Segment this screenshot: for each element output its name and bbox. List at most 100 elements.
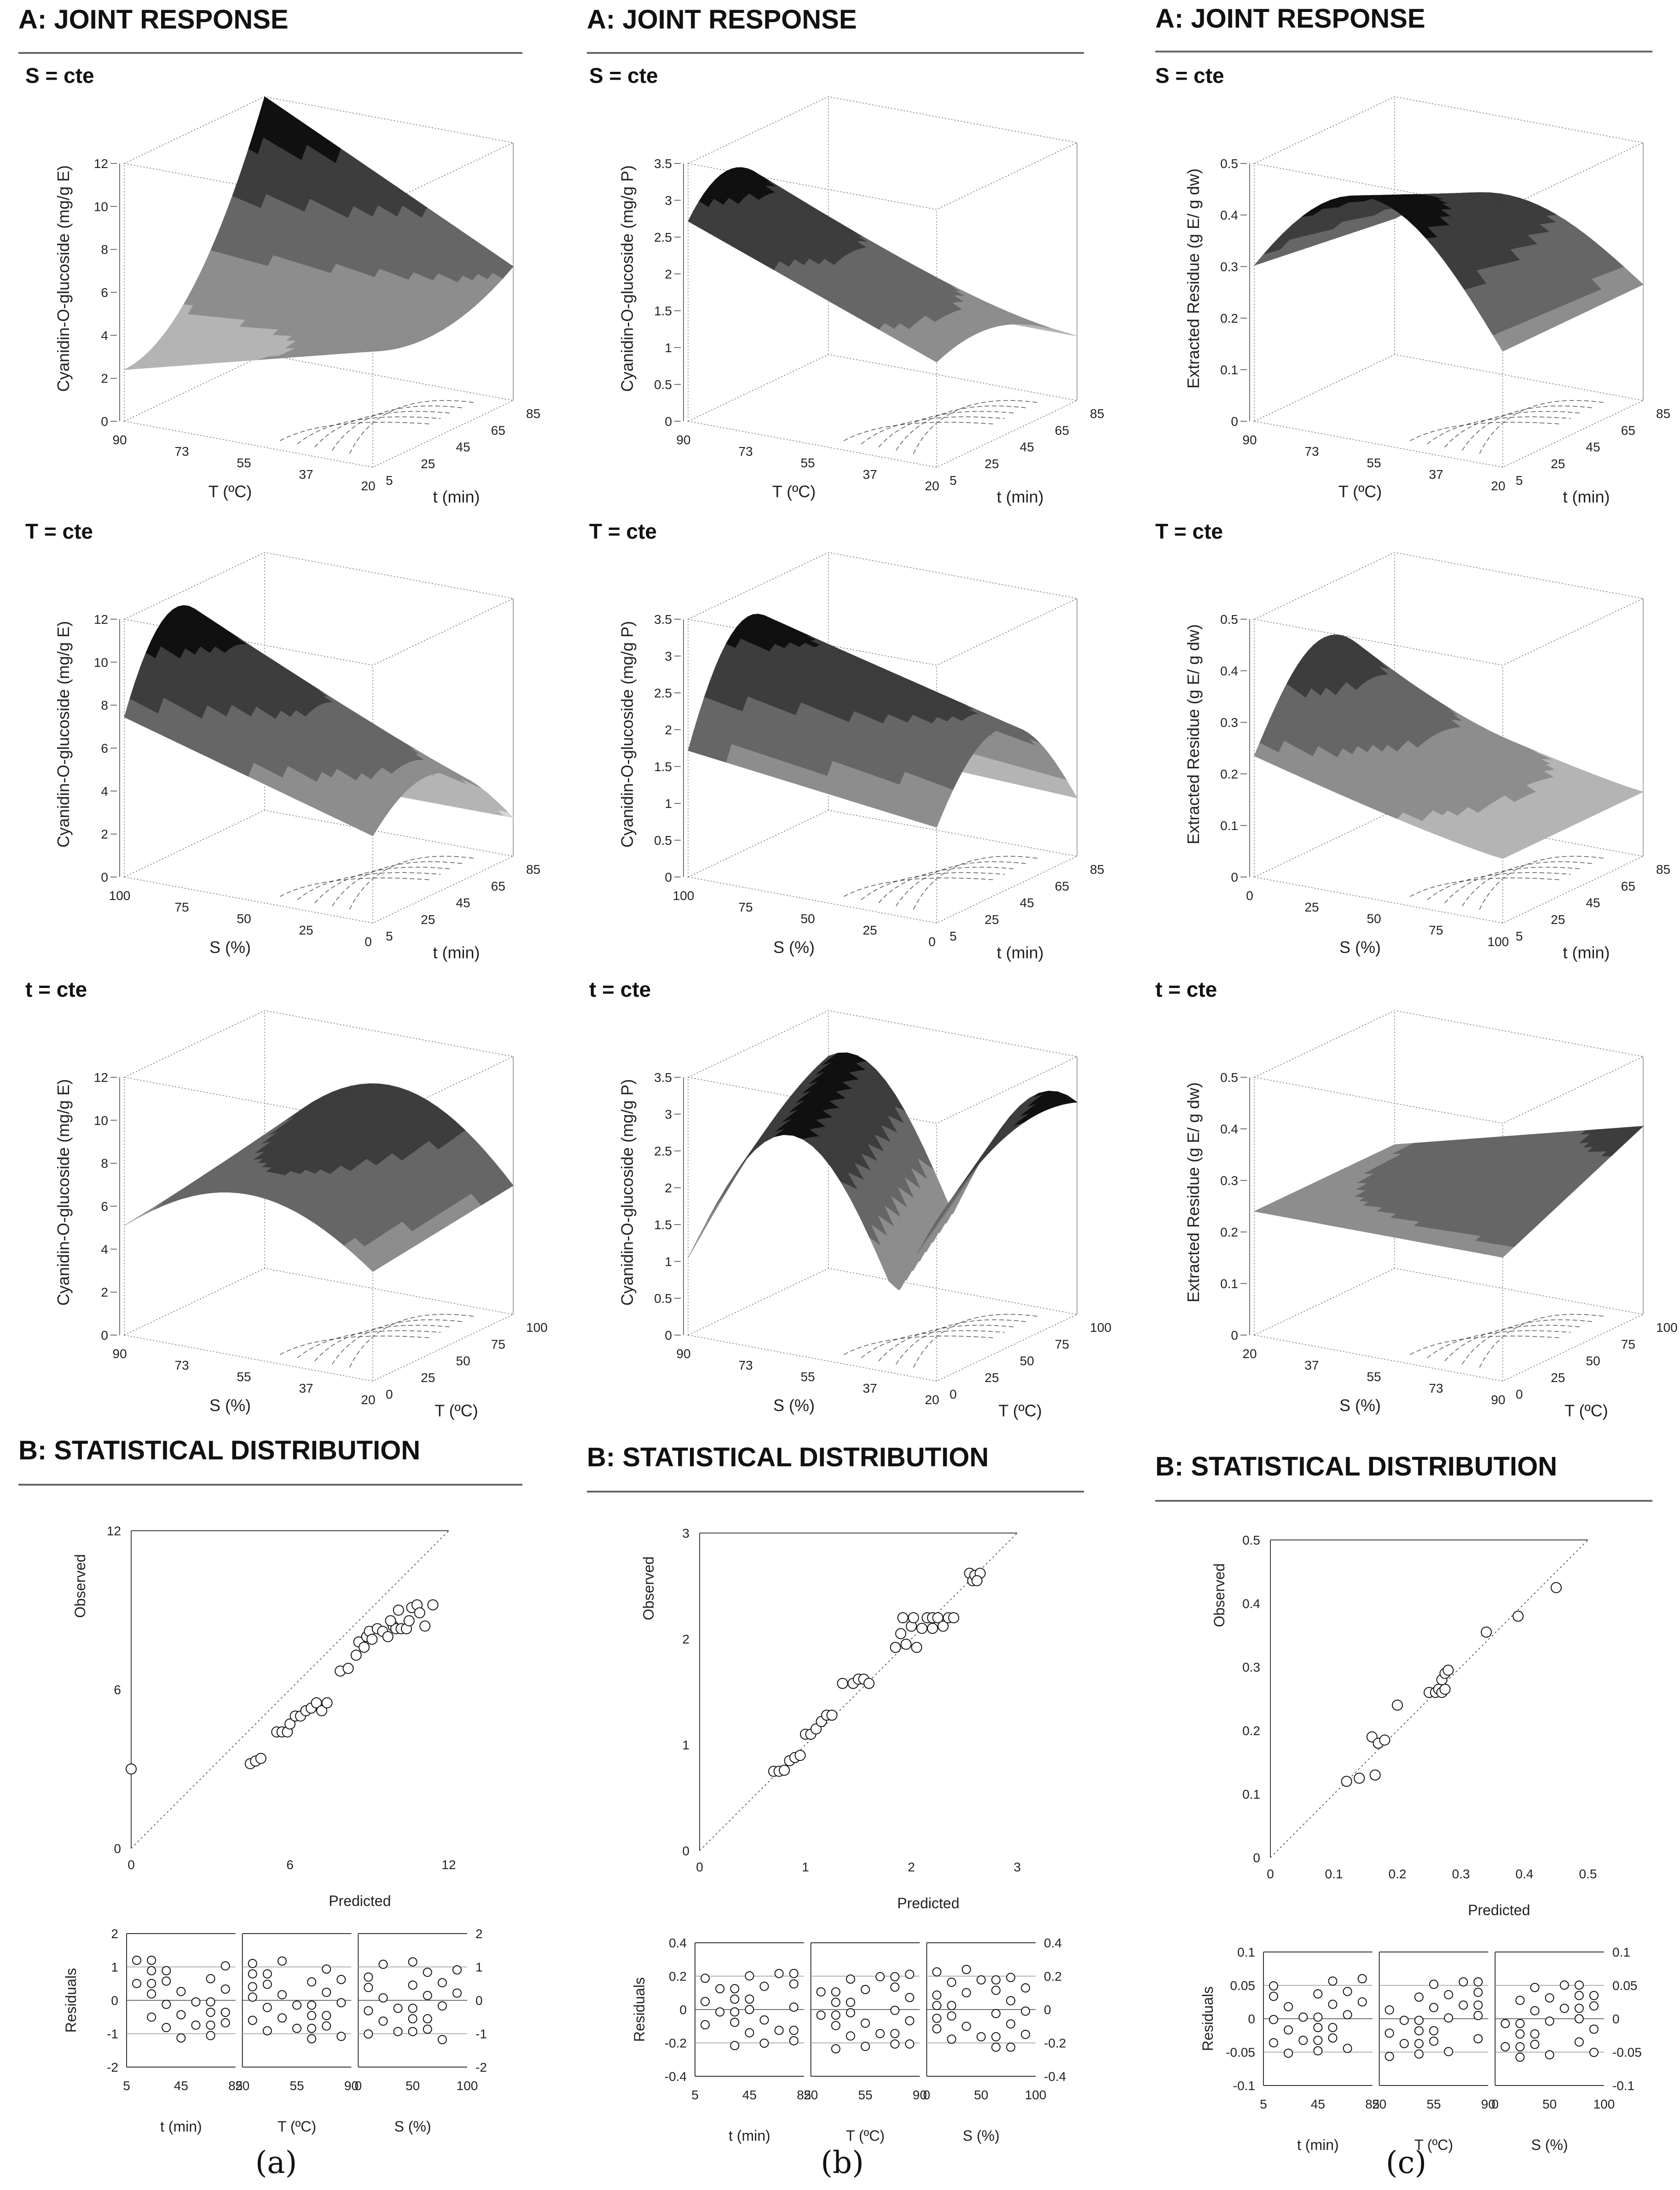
- y-tick-label: 65: [1055, 423, 1069, 437]
- x-tick-label: 55: [237, 456, 251, 470]
- floor-contour: [349, 400, 475, 454]
- y-axis-label: t (min): [997, 488, 1044, 506]
- z-tick-label: 0.3: [1220, 260, 1238, 274]
- surface-4: [688, 614, 1078, 828]
- floor-contour: [896, 1319, 1027, 1365]
- y-tick-label: 25: [421, 912, 435, 927]
- z-tick-label: 8: [101, 1156, 108, 1171]
- section-a-title: A: JOINT RESPONSE: [18, 5, 289, 35]
- z-tick-label: 2: [101, 1285, 108, 1300]
- box-floor: [123, 1268, 515, 1382]
- floor-contour: [349, 856, 475, 910]
- z-tick-label: 6: [101, 1199, 108, 1214]
- surface-patch: [363, 351, 378, 353]
- x-tick-label: 20: [361, 479, 375, 493]
- x-tick-label: 55: [800, 1370, 815, 1384]
- z-tick-label: 0.5: [654, 833, 672, 848]
- x-tick-label: 37: [863, 1381, 877, 1395]
- y-tick-label: 100: [1090, 1320, 1112, 1335]
- y-tick-label: 25: [985, 912, 999, 927]
- x-tick-label: 37: [299, 467, 313, 482]
- y-tick-label: 5: [950, 473, 957, 488]
- z-tick-label: 0: [101, 414, 108, 429]
- floor-contour: [861, 872, 1005, 900]
- z-tick-label: 10: [94, 1113, 108, 1127]
- x-tick-label: 55: [800, 456, 815, 470]
- z-tick-label: 2: [101, 372, 108, 386]
- floor-contour: [878, 866, 1016, 903]
- surface-1: [124, 605, 514, 836]
- x-tick-label: 90: [676, 1347, 690, 1361]
- x-tick-label: 20: [925, 479, 939, 493]
- floor-contour: [279, 422, 429, 441]
- section-a-title: A: JOINT RESPONSE: [1155, 4, 1425, 34]
- x-tick-label: 73: [738, 444, 753, 459]
- floor-contour: [332, 406, 463, 451]
- z-tick-label: 2.5: [654, 1144, 672, 1158]
- y-tick-label: 25: [421, 1371, 435, 1385]
- condition-label: T = cte: [589, 519, 657, 543]
- floor-contour: [297, 872, 441, 900]
- y-axis-label: T (ºC): [998, 1401, 1042, 1420]
- section-b-title: B: STATISTICAL DISTRIBUTION: [587, 1442, 989, 1472]
- z-tick-label: 3: [665, 193, 672, 208]
- y-tick-label: 75: [1055, 1337, 1069, 1351]
- floor-contour: [843, 877, 993, 897]
- condition-label: S = cte: [25, 64, 94, 87]
- z-axis-label: Cyanidin-O-glucoside (mg/g P): [618, 165, 637, 392]
- z-tick-label: 0.2: [1220, 311, 1238, 325]
- x-axis-label: S (%): [209, 1396, 251, 1415]
- x-tick-label: 25: [863, 923, 877, 937]
- z-tick-label: 8: [101, 243, 108, 257]
- surface-2: [124, 1083, 514, 1272]
- floor-contour: [332, 1319, 463, 1365]
- box-floor: [123, 810, 515, 924]
- x-tick-label: 37: [299, 1381, 313, 1395]
- x-tick-label: 25: [299, 923, 313, 937]
- z-tick-label: 12: [94, 157, 108, 171]
- floor-contour: [314, 866, 452, 903]
- z-tick-label: 2: [665, 1181, 672, 1195]
- z-tick-label: 1.5: [654, 304, 672, 318]
- y-tick-label: 100: [526, 1320, 548, 1335]
- y-tick-label: 85: [526, 862, 540, 877]
- x-tick-label: 73: [174, 444, 189, 459]
- x-tick-label: 90: [112, 433, 127, 447]
- section-a-title: A: JOINT RESPONSE: [587, 5, 857, 35]
- z-tick-label: 1: [665, 341, 672, 355]
- z-axis-label: Cyanidin-O-glucoside (mg/g P): [618, 1079, 637, 1306]
- z-tick-label: 3.5: [654, 612, 672, 627]
- y-tick-label: 0: [950, 1387, 957, 1401]
- z-tick-label: 1.5: [654, 760, 672, 774]
- z-tick-label: 3: [665, 649, 672, 663]
- floor-contour: [297, 1330, 441, 1359]
- y-tick-label: 50: [456, 1354, 470, 1368]
- x-tick-label: 75: [174, 900, 189, 914]
- y-tick-label: 25: [985, 457, 999, 471]
- x-tick-label: 73: [174, 1358, 189, 1372]
- section-b-title: B: STATISTICAL DISTRIBUTION: [18, 1435, 420, 1465]
- z-tick-label: 4: [101, 328, 108, 343]
- y-tick-label: 75: [491, 1337, 505, 1351]
- surface-3: [688, 167, 1078, 363]
- x-tick-label: 37: [863, 467, 877, 482]
- z-tick-label: 4: [101, 784, 108, 798]
- y-tick-label: 5: [386, 473, 393, 488]
- x-axis-label: T (ºC): [772, 482, 816, 501]
- box-top: [1253, 96, 1645, 210]
- y-tick-label: 45: [456, 440, 470, 454]
- floor-contour: [843, 422, 993, 441]
- floor-contour: [279, 1336, 429, 1355]
- z-tick-label: 1.5: [654, 1218, 672, 1232]
- z-tick-label: 0: [1231, 414, 1238, 429]
- z-tick-label: 0: [665, 1328, 672, 1342]
- x-tick-label: 100: [673, 889, 695, 903]
- floor-contour: [332, 861, 463, 906]
- surface-patch: [363, 822, 379, 836]
- y-tick-label: 65: [491, 879, 505, 893]
- x-tick-label: 100: [109, 889, 131, 903]
- x-tick-label: 20: [925, 1393, 939, 1407]
- x-tick-label: 73: [738, 1358, 753, 1372]
- x-axis-label: S (%): [773, 1396, 815, 1415]
